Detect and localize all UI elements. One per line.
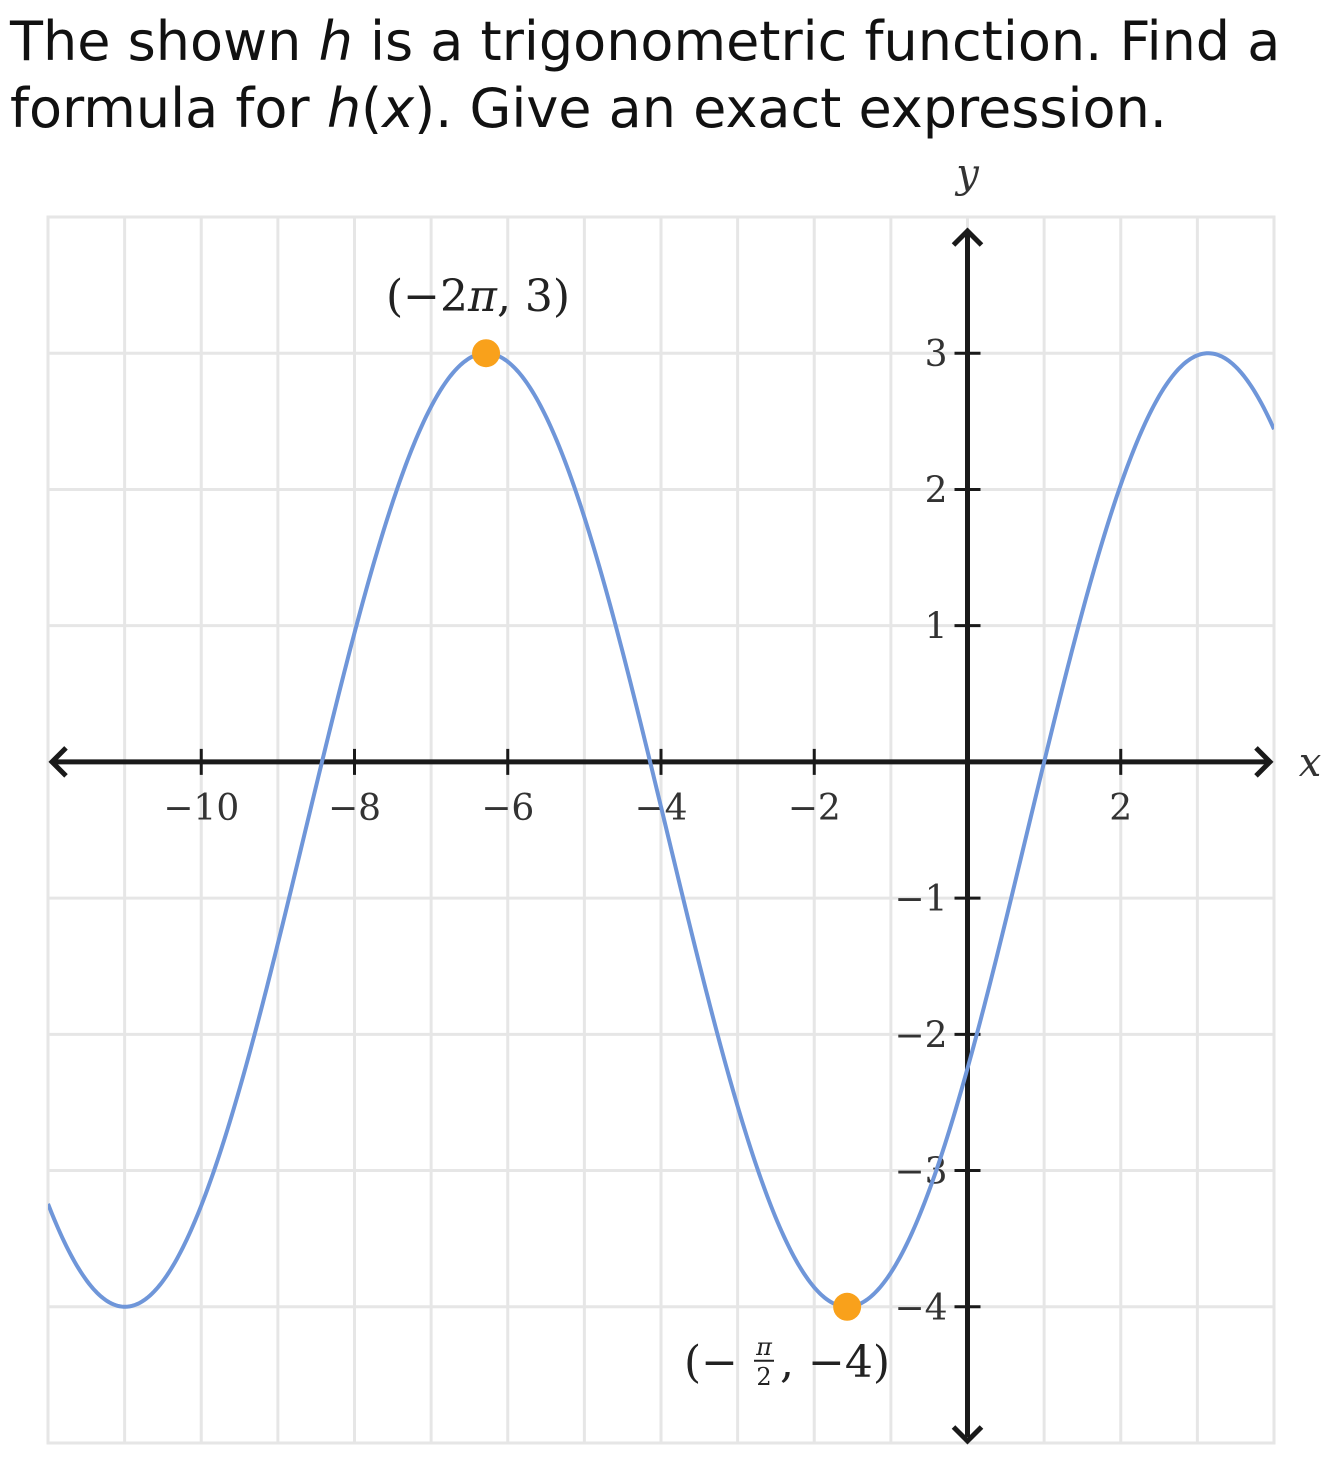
x-axis-arrow-right (1254, 746, 1274, 778)
y-tick-label: 3 (925, 334, 948, 375)
x-axis-arrow-left (48, 746, 68, 778)
y-tick-label: −4 (894, 1288, 947, 1329)
min-point-marker (833, 1292, 862, 1321)
y-axis-arrow-up (951, 227, 984, 247)
question-text-part: ( (361, 77, 383, 140)
x-tick-label: −8 (328, 788, 381, 829)
question-line-1: The shown h is a trigonometric function.… (10, 8, 1330, 75)
variable-h: h (326, 77, 362, 140)
annotations: (−2π, 3)(− π2, −4) (386, 271, 890, 1391)
y-axis-arrow-down (951, 1425, 984, 1445)
series-line-h (48, 351, 1274, 1309)
x-tick-label: −2 (788, 788, 841, 829)
question-line-2: formula for h(x). Give an exact expressi… (10, 75, 1330, 142)
min-point-label-close: , −4) (780, 1337, 890, 1388)
variable-h: h (318, 10, 353, 73)
max-point-label: (−2π, 3) (386, 271, 570, 322)
label-part: , 3) (497, 271, 570, 322)
min-point-label-open: (− (684, 1337, 738, 1388)
x-axis-label: x (1299, 740, 1322, 786)
x-tick-label: 2 (1109, 788, 1132, 829)
y-tick-label: −1 (894, 879, 947, 920)
plot-border (46, 215, 1276, 1445)
max-point-marker (472, 339, 501, 368)
min-point-label-numerator: π (755, 1333, 773, 1361)
y-axis-label: y (954, 151, 980, 197)
curve-layer (48, 351, 1274, 1309)
grid (46, 215, 1276, 1445)
question-text-part: formula for (10, 77, 327, 140)
y-tick-label: −2 (894, 1015, 947, 1056)
points (472, 339, 862, 1321)
y-tick-label: 1 (925, 607, 948, 648)
question-text: The shown h is a trigonometric function.… (10, 8, 1330, 142)
min-point-label-denominator: 2 (756, 1363, 771, 1391)
x-tick-label: −6 (481, 788, 534, 829)
y-tick-label: 2 (925, 470, 948, 511)
variable-x: x (382, 77, 415, 140)
x-tick-label: −10 (163, 788, 239, 829)
label-pi: π (467, 271, 498, 322)
label-part: (−2 (386, 271, 468, 322)
question-text-part: is a trigonometric function. Find a (352, 10, 1281, 73)
question-text-part: ). Give an exact expression. (414, 77, 1167, 140)
question-text-part: The shown (10, 10, 319, 73)
